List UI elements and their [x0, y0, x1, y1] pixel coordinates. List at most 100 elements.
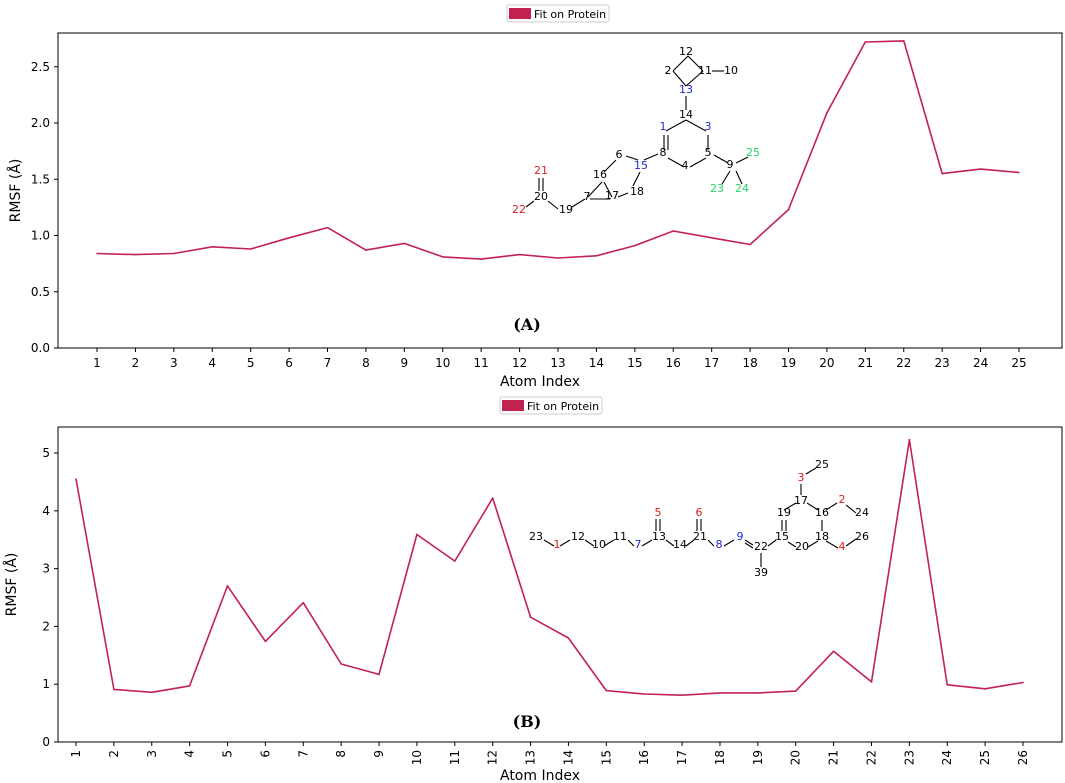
x-tick-label: 5: [221, 750, 235, 758]
legend-label: Fit on Protein: [534, 8, 606, 21]
x-tick-label: 15: [599, 750, 613, 765]
x-tick-label: 6: [258, 750, 272, 758]
x-tick-label: 14: [561, 750, 575, 765]
x-tick-label: 11: [448, 750, 462, 765]
x-tick-label: 16: [666, 356, 681, 370]
legend: Fit on Protein: [499, 396, 603, 415]
data-point: [134, 253, 137, 256]
atom-label: 18: [815, 530, 829, 543]
plot-frame: [57, 32, 1063, 349]
x-tick-label: 26: [1016, 750, 1030, 765]
x-tick-label: 20: [789, 750, 803, 765]
data-point: [226, 585, 229, 587]
atom-label: 17: [605, 189, 619, 202]
x-tick-label: 5: [247, 356, 255, 370]
data-point: [984, 688, 986, 690]
data-point: [302, 601, 305, 604]
legend-box: [506, 4, 610, 23]
x-tick-label: 13: [524, 750, 538, 765]
data-point: [378, 673, 380, 676]
atom-label: 25: [815, 458, 829, 471]
x-tick-label: 14: [589, 356, 604, 370]
x-tick-label: 10: [435, 356, 450, 370]
plot-frame: [57, 426, 1063, 743]
y-tick-label: 1.5: [31, 172, 50, 186]
y-tick-label: 2.5: [31, 60, 50, 74]
atom-label: 16: [815, 506, 829, 519]
atom-label: 6: [696, 506, 703, 519]
atom-label: 12: [571, 530, 585, 543]
data-point: [946, 683, 949, 686]
data-point: [529, 616, 532, 618]
data-point: [557, 257, 559, 259]
data-point: [870, 681, 873, 683]
x-tick-label: 24: [973, 356, 988, 370]
data-point: [1022, 681, 1024, 684]
x-tick-label: 12: [512, 356, 527, 370]
legend-swatch: [502, 400, 524, 411]
x-tick-label: 25: [978, 750, 992, 765]
x-tick-label: 11: [474, 356, 489, 370]
data-point: [188, 685, 191, 687]
data-point: [454, 560, 456, 562]
atom-label: 2: [665, 64, 672, 77]
y-tick-label: 0: [42, 735, 50, 749]
data-point: [96, 252, 98, 255]
data-point: [749, 243, 751, 246]
atom-label: 26: [855, 530, 869, 543]
data-point: [518, 253, 521, 256]
molecule-b-structure: [543, 467, 857, 567]
data-point: [757, 692, 759, 694]
data-point: [1018, 171, 1020, 174]
atom-label: 23: [529, 530, 543, 543]
data-point: [249, 248, 252, 250]
panel-a-chart: 0.00.51.01.52.02.51 2 3 4 5 6 7 8 9 10 11 12 13 14 15 1…: [7, 4, 1063, 390]
atom-label: 24: [735, 182, 749, 195]
data-point: [75, 478, 77, 480]
atom-label: 9: [727, 158, 734, 171]
x-tick-label: 23: [902, 750, 916, 765]
atom-label: 16: [593, 168, 607, 181]
atom-label: 13: [652, 530, 666, 543]
atom-label: 14: [673, 538, 687, 551]
atom-label: 21: [534, 164, 548, 177]
legend-box: [499, 396, 603, 415]
atom-label: 22: [754, 540, 768, 553]
data-point: [605, 689, 608, 692]
x-tick-label: 9: [401, 356, 409, 370]
data-point: [491, 497, 494, 499]
y-tick-label: 1.0: [31, 229, 50, 243]
atom-label: 12: [679, 45, 693, 58]
data-point: [340, 663, 342, 665]
data-point: [832, 650, 835, 653]
data-point: [288, 236, 290, 239]
x-tick-label: 4: [183, 750, 197, 758]
atom-label: 13: [679, 83, 693, 96]
atom-label: 10: [592, 538, 606, 551]
panel-label: (B): [513, 712, 542, 731]
x-tick-label: 6: [285, 356, 293, 370]
x-tick-label: 16: [637, 750, 651, 765]
data-point: [710, 236, 713, 239]
data-point: [719, 692, 721, 694]
atom-label: 1: [660, 120, 667, 133]
x-tick-label: 21: [858, 356, 873, 370]
y-axis-label: RMSF (Å): [3, 553, 20, 617]
data-point: [864, 41, 867, 43]
atom-label: 8: [716, 538, 723, 551]
molecule-b-atom-labels: 23 1 12 10 11 7 13 5 14 21 6 8 9 22 39 15 19 20 17 3 25 16 18 2…: [529, 458, 869, 579]
atom-label: 39: [754, 566, 768, 579]
data-point: [979, 168, 982, 170]
atom-label: 9: [737, 530, 744, 543]
x-tick-label: 18: [713, 750, 727, 765]
y-tick-label: 1: [42, 677, 50, 691]
rmsf-series-line: [96, 40, 1020, 260]
data-point: [595, 254, 598, 257]
data-point: [264, 640, 267, 643]
atom-label: 22: [512, 203, 526, 216]
atom-label: 11: [698, 64, 712, 77]
x-tick-label: 12: [486, 750, 500, 765]
atom-label: 1: [554, 538, 561, 551]
atom-label: 24: [855, 506, 869, 519]
